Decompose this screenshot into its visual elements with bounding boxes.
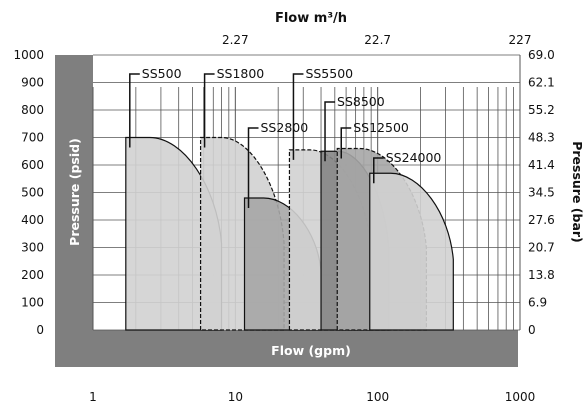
x-top-tick-label: 2.27	[222, 33, 249, 47]
series-leader-line	[129, 73, 140, 148]
series-label: SS500	[142, 66, 182, 81]
y2-axis-label: Pressure (bar)	[570, 141, 584, 243]
series-label: SS5500	[305, 66, 353, 81]
y-tick-label: 100	[21, 296, 44, 310]
y-tick-label: 500	[21, 186, 44, 200]
series-label: SS12500	[353, 120, 409, 135]
series-leader-line	[373, 157, 384, 184]
y2-tick-label: 34.5	[528, 186, 555, 200]
y-tick-label: 1000	[13, 48, 44, 62]
x-tick-label: 1	[89, 390, 97, 404]
x-top-tick-label: 227	[509, 33, 532, 47]
y2-tick-label: 13.8	[528, 268, 555, 282]
y-tick-label: 900	[21, 76, 44, 90]
x-tick-label: 10	[228, 390, 243, 404]
y2-tick-label: 41.4	[528, 158, 555, 172]
series-layer	[125, 136, 454, 331]
y-tick-label: 300	[21, 241, 44, 255]
y-tick-label: 400	[21, 213, 44, 227]
y2-tick-label: 69.0	[528, 48, 555, 62]
y2-tick-label: 55.2	[528, 103, 555, 117]
series-area-ss24000	[369, 172, 454, 331]
y-axis-band	[55, 55, 93, 367]
y2-tick-label: 48.3	[528, 131, 555, 145]
y2-tick-label: 0	[528, 323, 536, 337]
y-tick-label: 800	[21, 103, 44, 117]
series-label: SS1800	[217, 66, 265, 81]
y2-tick-label: 62.1	[528, 76, 555, 90]
x-tick-label: 1000	[505, 390, 536, 404]
series-leader-line	[247, 127, 259, 208]
labels-layer: SS500 SS1800 SS2800 SS5500 SS8500 SS12500 SS24…	[129, 66, 442, 208]
series-leader-line	[203, 73, 215, 148]
y-tick-label: 600	[21, 158, 44, 172]
series-leader-line	[324, 101, 336, 162]
y-tick-label: 0	[36, 323, 44, 337]
y-axis-label: Pressure (psid)	[67, 138, 82, 246]
x-tick-label: 100	[366, 390, 389, 404]
series-label: SS24000	[386, 150, 442, 165]
ticks-layer: 0 100 200 300 400 500 600 700 800 900 1000 0 6.9 13.8…	[13, 33, 554, 404]
series-leader-line	[292, 73, 304, 160]
x-axis-band	[55, 330, 518, 367]
y-tick-label: 200	[21, 268, 44, 282]
y2-tick-label: 6.9	[528, 296, 547, 310]
x-top-tick-label: 22.7	[364, 33, 391, 47]
y2-tick-label: 20.7	[528, 241, 555, 255]
series-label: SS8500	[337, 94, 385, 109]
y-tick-label: 700	[21, 131, 44, 145]
series-leader-line	[340, 127, 352, 159]
chart-title: Flow m³/h	[275, 11, 347, 26]
chart-title-text: Flow m³/h	[275, 11, 347, 26]
y2-tick-label: 27.6	[528, 213, 555, 227]
series-label: SS2800	[261, 120, 309, 135]
x-axis-label: Flow (gpm)	[271, 343, 351, 358]
